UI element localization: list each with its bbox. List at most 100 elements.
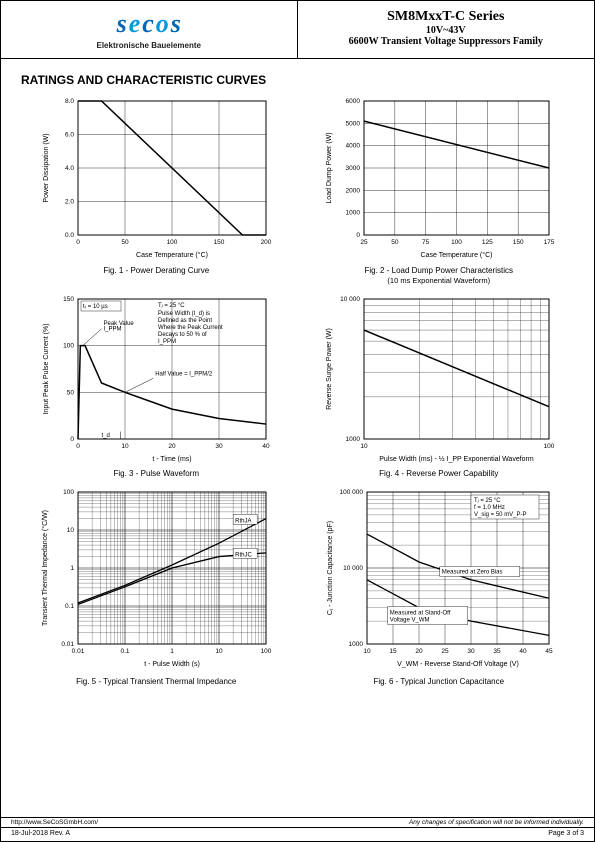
- svg-text:0.0: 0.0: [65, 232, 74, 239]
- header-logo-block: secos Elektronische Bauelemente: [1, 1, 298, 58]
- logo-subtitle: Elektronische Bauelemente: [9, 41, 289, 50]
- svg-text:I_PPM: I_PPM: [104, 326, 122, 332]
- svg-text:t_d: t_d: [102, 433, 110, 439]
- svg-text:150: 150: [512, 239, 523, 246]
- svg-text:Where the Peak Current: Where the Peak Current: [158, 325, 223, 331]
- fig2-subcaption: (10 ms Exponential Waveform): [308, 276, 571, 285]
- svg-text:Measured at Stand-Off: Measured at Stand-Off: [390, 611, 451, 617]
- svg-text:Load Dump Power (W): Load Dump Power (W): [326, 132, 333, 203]
- svg-text:t - Time (ms): t - Time (ms): [153, 456, 192, 463]
- fig5-chart: 0.010.11101000.010.1110100RthJARthJCt - …: [36, 484, 276, 674]
- svg-text:175: 175: [543, 239, 554, 246]
- svg-text:100: 100: [543, 443, 554, 450]
- svg-text:10: 10: [216, 648, 224, 655]
- svg-text:Case Temperature (°C): Case Temperature (°C): [420, 251, 492, 259]
- svg-text:0.1: 0.1: [121, 648, 130, 655]
- footer-bottom: 18-Jul-2018 Rev. A Page 3 of 3: [1, 828, 594, 841]
- svg-text:Voltage V_WM: Voltage V_WM: [390, 618, 430, 624]
- footer-disclaimer: Any changes of specification will not be…: [409, 819, 584, 826]
- svg-text:0: 0: [356, 232, 360, 239]
- fig4-chart: 10100100010 000Pulse Width (ms) - ½ I_PP…: [319, 291, 559, 466]
- svg-text:10: 10: [122, 443, 130, 450]
- svg-text:100: 100: [63, 489, 74, 496]
- svg-text:Reverse Surge Power (W): Reverse Surge Power (W): [326, 328, 333, 410]
- svg-text:RthJA: RthJA: [235, 518, 251, 524]
- svg-text:Input Peak Pulse Current (%): Input Peak Pulse Current (%): [43, 323, 50, 414]
- fig6-block: 1015202530354045100010 000100 000Tⱼ = 25…: [308, 484, 571, 687]
- svg-text:Power Dissipation (W): Power Dissipation (W): [43, 133, 50, 202]
- fig2-chart: 2550751001251501750100020003000400050006…: [319, 93, 559, 263]
- svg-text:10: 10: [363, 648, 371, 655]
- svg-text:40: 40: [519, 648, 527, 655]
- svg-text:10 000: 10 000: [340, 296, 360, 303]
- svg-text:35: 35: [493, 648, 501, 655]
- fig3-block: 010203040050100150tᵣ = 10 µsTⱼ = 25 °CPu…: [25, 291, 288, 479]
- fig5-block: 0.010.11101000.010.1110100RthJARthJCt - …: [25, 484, 288, 687]
- svg-text:6.0: 6.0: [65, 132, 74, 139]
- svg-text:0.01: 0.01: [62, 641, 75, 648]
- svg-text:1000: 1000: [345, 210, 360, 217]
- page-footer: http://www.SeCoSGmbH.com/ Any changes of…: [1, 817, 594, 841]
- fig2-block: 2550751001251501750100020003000400050006…: [308, 93, 571, 285]
- svg-text:V_WM - Reverse Stand-Off Volta: V_WM - Reverse Stand-Off Voltage (V): [397, 661, 519, 668]
- svg-text:100: 100: [451, 239, 462, 246]
- svg-text:10: 10: [67, 527, 75, 534]
- svg-text:4.0: 4.0: [65, 165, 74, 172]
- charts-grid: 0501001502000.02.04.06.08.0Case Temperat…: [1, 93, 594, 687]
- svg-text:20: 20: [415, 648, 423, 655]
- svg-text:Tⱼ = 25 °C: Tⱼ = 25 °C: [158, 303, 185, 309]
- svg-text:Measured at Zero Bias: Measured at Zero Bias: [442, 570, 503, 576]
- fig6-caption: Fig. 6 - Typical Junction Capacitance: [308, 677, 571, 687]
- svg-text:125: 125: [482, 239, 493, 246]
- svg-text:10: 10: [360, 443, 368, 450]
- svg-text:RthJC: RthJC: [235, 552, 252, 558]
- svg-text:I_PPM: I_PPM: [158, 339, 176, 345]
- svg-text:f = 1.0 MHz: f = 1.0 MHz: [474, 505, 505, 511]
- svg-text:Tⱼ = 25 °C: Tⱼ = 25 °C: [474, 498, 501, 504]
- svg-text:6000: 6000: [345, 98, 360, 105]
- svg-text:0: 0: [76, 239, 80, 246]
- svg-text:Half Value = I_PPM/2: Half Value = I_PPM/2: [155, 371, 213, 377]
- svg-text:1000: 1000: [345, 436, 360, 443]
- svg-text:Decays to 50 % of: Decays to 50 % of: [158, 332, 207, 338]
- svg-text:0: 0: [71, 436, 75, 443]
- svg-text:25: 25: [360, 239, 368, 246]
- svg-text:Cⱼ - Junction Capacitance (pF): Cⱼ - Junction Capacitance (pF): [327, 521, 334, 615]
- svg-text:100: 100: [167, 239, 178, 246]
- svg-text:3000: 3000: [345, 165, 360, 172]
- fig3-caption: Fig. 3 - Pulse Waveform: [25, 469, 288, 479]
- svg-text:50: 50: [67, 389, 75, 396]
- svg-text:8.0: 8.0: [65, 98, 74, 105]
- svg-text:50: 50: [122, 239, 130, 246]
- svg-text:30: 30: [467, 648, 475, 655]
- logo: secos: [9, 9, 289, 39]
- fig3-chart: 010203040050100150tᵣ = 10 µsTⱼ = 25 °CPu…: [36, 291, 276, 466]
- svg-text:5000: 5000: [345, 120, 360, 127]
- fig2-caption: Fig. 2 - Load Dump Power Characteristics: [308, 266, 571, 276]
- svg-text:100: 100: [63, 342, 74, 349]
- fig4-block: 10100100010 000Pulse Width (ms) - ½ I_PP…: [308, 291, 571, 479]
- section-title: RATINGS AND CHARACTERISTIC CURVES: [1, 59, 594, 93]
- footer-url: http://www.SeCoSGmbH.com/: [11, 819, 98, 826]
- svg-text:1: 1: [71, 565, 75, 572]
- svg-text:15: 15: [389, 648, 397, 655]
- page-header: secos Elektronische Bauelemente SM8MxxT-…: [1, 1, 594, 59]
- svg-text:1000: 1000: [348, 641, 363, 648]
- svg-text:100: 100: [261, 648, 272, 655]
- svg-text:V_sig = 50 mV_P-P: V_sig = 50 mV_P-P: [474, 512, 527, 518]
- svg-text:100 000: 100 000: [339, 489, 363, 496]
- fig6-chart: 1015202530354045100010 000100 000Tⱼ = 25…: [319, 484, 559, 674]
- svg-text:10 000: 10 000: [343, 565, 363, 572]
- svg-text:2.0: 2.0: [65, 199, 74, 206]
- footer-date-rev: 18-Jul-2018 Rev. A: [11, 830, 70, 837]
- svg-text:2000: 2000: [345, 187, 360, 194]
- fig1-caption: Fig. 1 - Power Derating Curve: [25, 266, 288, 276]
- svg-text:20: 20: [169, 443, 177, 450]
- svg-text:4000: 4000: [345, 143, 360, 150]
- svg-text:Pulse Width (t_d) is: Pulse Width (t_d) is: [158, 311, 210, 317]
- svg-text:0.1: 0.1: [65, 603, 74, 610]
- svg-text:75: 75: [422, 239, 430, 246]
- series-title: SM8MxxT-C Series: [306, 9, 587, 25]
- svg-text:0: 0: [76, 443, 80, 450]
- svg-text:40: 40: [263, 443, 271, 450]
